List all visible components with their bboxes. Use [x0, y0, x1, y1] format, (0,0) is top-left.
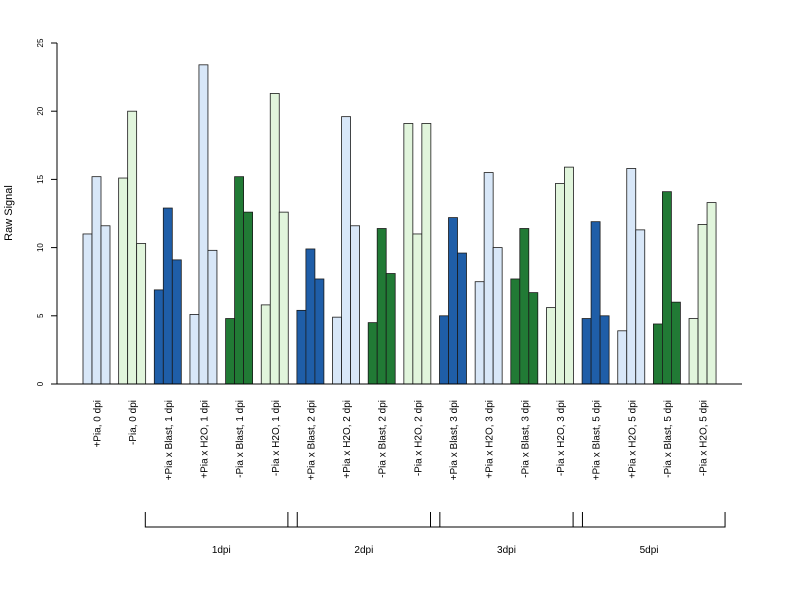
bar	[617, 330, 628, 385]
x-tick-label: +Pia x Blast, 1 dpi	[164, 400, 175, 480]
x-tick-label: -Pia x Blast, 1 dpi	[235, 400, 246, 478]
x-tick-label: +Pia x H2O, 5 dpi	[627, 400, 638, 479]
bar	[662, 191, 672, 385]
bar	[207, 249, 218, 385]
bar	[519, 228, 530, 385]
x-tick-label: +Pia x Blast, 2 dpi	[306, 400, 317, 480]
bar	[546, 307, 556, 385]
bar	[590, 221, 601, 385]
bar	[439, 315, 449, 385]
bar	[599, 315, 610, 385]
bar	[296, 309, 307, 385]
group-brackets: 1dpi 2dpi 3dpi 5dpi	[144, 512, 726, 556]
bar	[564, 166, 574, 385]
bar	[474, 281, 485, 385]
x-tick-label: -Pia x H2O, 3 dpi	[556, 400, 567, 476]
bar	[118, 177, 129, 385]
bar	[189, 314, 200, 385]
bar	[136, 243, 147, 385]
bar	[332, 316, 342, 385]
bar	[448, 217, 458, 385]
bar	[234, 176, 245, 385]
group-bracket	[430, 512, 583, 528]
bar	[153, 289, 164, 385]
bar	[269, 93, 280, 385]
bar	[367, 322, 378, 385]
x-tick-label: +Pia, 0 dpi	[93, 400, 104, 448]
bar	[171, 259, 182, 385]
bar	[341, 116, 351, 385]
bar	[555, 183, 565, 385]
bar	[225, 318, 236, 385]
bar	[697, 224, 708, 385]
group-bracket	[287, 512, 441, 528]
group-label: 5dpi	[640, 545, 659, 556]
bar	[305, 248, 316, 385]
y-axis-title: Raw Signal	[3, 185, 15, 241]
x-tick-label: +Pia x Blast, 5 dpi	[592, 400, 603, 480]
y-tick-label: 10	[36, 243, 45, 252]
y-tick-label: 15	[36, 174, 45, 183]
group-bracket	[144, 512, 298, 528]
bar	[581, 318, 592, 385]
group-label: 1dpi	[212, 545, 231, 556]
y-tick-label: 5	[36, 313, 45, 318]
bar	[483, 172, 494, 385]
x-tick-label: +Pia x Blast, 3 dpi	[449, 400, 460, 480]
y-tick-label: 0	[36, 381, 45, 386]
x-tick-label: -Pia x Blast, 2 dpi	[378, 400, 389, 478]
bar	[403, 123, 414, 385]
category-labels: +Pia, 0 dpi -Pia, 0 dpi +Pia x Blast, 1 dp…	[93, 400, 710, 480]
bars	[82, 64, 717, 385]
x-tick-label: +Pia x H2O, 2 dpi	[342, 400, 353, 479]
y-axis: 0 5 10 15 20 25	[36, 38, 58, 386]
group-label: 3dpi	[497, 545, 516, 556]
bar	[635, 229, 646, 385]
bar	[671, 301, 681, 385]
x-tick-label: -Pia, 0 dpi	[128, 400, 139, 445]
bar	[626, 168, 637, 385]
y-tick-label: 25	[36, 38, 45, 47]
group-label: 2dpi	[354, 545, 373, 556]
bar	[421, 123, 432, 385]
bar	[376, 228, 387, 385]
bar	[457, 252, 467, 385]
x-tick-label: -Pia x H2O, 5 dpi	[699, 400, 710, 476]
x-tick-label: +Pia x H2O, 1 dpi	[199, 400, 210, 479]
bar	[127, 110, 138, 385]
bar	[653, 323, 663, 385]
bar	[492, 247, 503, 385]
bar	[100, 225, 111, 385]
bar	[528, 292, 539, 385]
bar	[162, 207, 173, 385]
bar	[706, 202, 717, 385]
x-tick-label: -Pia x Blast, 5 dpi	[663, 400, 674, 478]
bar	[278, 211, 289, 385]
bar	[688, 318, 699, 385]
bar	[314, 278, 325, 385]
bar	[510, 278, 521, 385]
bar	[412, 233, 423, 385]
bar	[243, 211, 254, 385]
bar	[198, 64, 209, 385]
x-tick-label: -Pia x Blast, 3 dpi	[520, 400, 531, 478]
group-bracket	[572, 512, 726, 528]
y-tick-label: 20	[36, 106, 45, 115]
x-tick-label: -Pia x H2O, 1 dpi	[271, 400, 282, 476]
bar	[82, 233, 93, 385]
bar	[385, 273, 396, 385]
x-tick-label: -Pia x H2O, 2 dpi	[413, 400, 424, 476]
bar	[91, 176, 102, 385]
x-tick-label: +Pia x H2O, 3 dpi	[485, 400, 496, 479]
bar	[350, 225, 360, 385]
bar	[260, 304, 271, 385]
